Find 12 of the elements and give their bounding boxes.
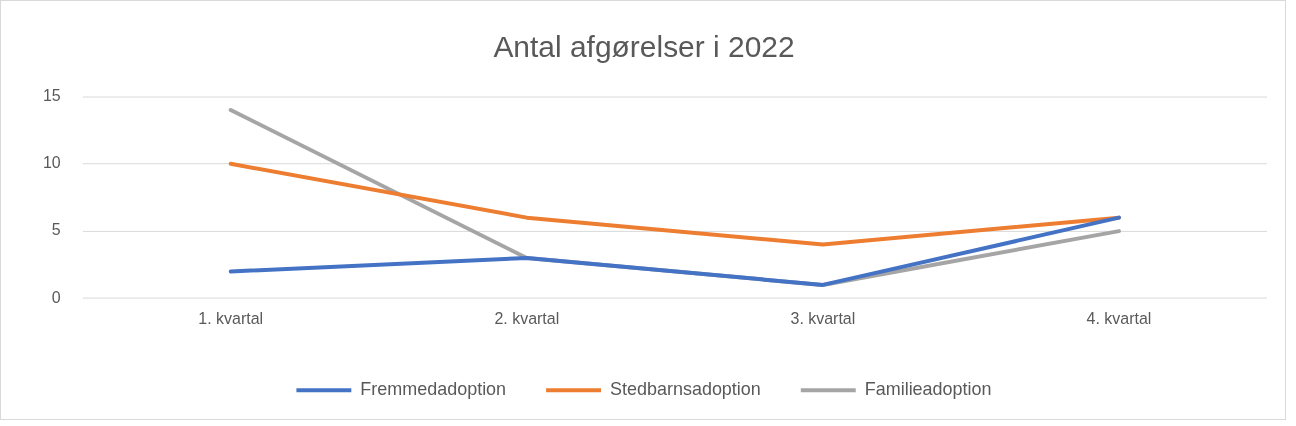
x-tick-label: 3. kvartal bbox=[790, 310, 856, 328]
chart-title: Antal afgørelser i 2022 bbox=[493, 30, 795, 63]
y-tick-label: 5 bbox=[51, 221, 61, 239]
y-tick-label: 10 bbox=[42, 154, 61, 172]
legend-label: Familieadoption bbox=[864, 379, 992, 400]
x-tick-label: 1. kvartal bbox=[198, 310, 264, 328]
y-tick-label: 0 bbox=[51, 288, 61, 306]
y-tick-label: 15 bbox=[42, 86, 61, 104]
legend-label: Fremmedadoption bbox=[360, 379, 507, 400]
x-tick-label: 2. kvartal bbox=[494, 310, 560, 328]
x-tick-label: 4. kvartal bbox=[1086, 310, 1152, 328]
legend-label: Stedbarnsadoption bbox=[609, 379, 761, 400]
